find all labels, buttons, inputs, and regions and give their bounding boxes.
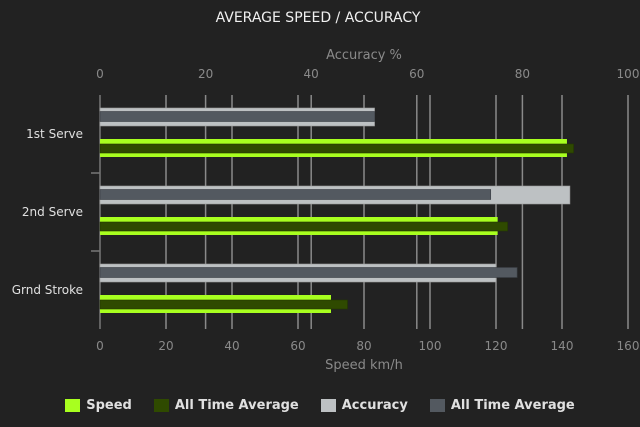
legend-label: All Time Average — [450, 398, 575, 413]
accuracy-tick-label: 40 — [304, 67, 319, 81]
speed-tick-label: 20 — [158, 339, 173, 353]
speed-tick-label: 160 — [617, 339, 640, 353]
speed-average-bar — [99, 299, 348, 310]
legend-swatch — [65, 399, 81, 412]
accuracy-tick-label: 80 — [515, 67, 530, 81]
legend: Speed All Time Average Accuracy All Time Av… — [0, 398, 640, 413]
speed-tick-label: 120 — [485, 339, 508, 353]
legend-item[interactable]: Accuracy — [320, 398, 408, 413]
legend-item[interactable]: All Time Average — [153, 398, 299, 413]
accuracy-tick-label: 20 — [198, 67, 213, 81]
accuracy-tick-label: 100 — [617, 67, 640, 81]
legend-swatch — [153, 399, 169, 412]
category-label: Grnd Stroke — [12, 283, 83, 297]
accuracy-tick-label: 0 — [96, 67, 104, 81]
speed-average-bar — [99, 221, 508, 232]
legend-item[interactable]: Speed — [65, 398, 132, 413]
legend-label: Speed — [86, 398, 132, 413]
accuracy-average-bar — [99, 267, 518, 278]
category-label: 2nd Serve — [22, 205, 83, 219]
accuracy-average-bar — [99, 111, 375, 122]
category-label: 1st Serve — [26, 127, 83, 141]
speed-tick-label: 0 — [96, 339, 104, 353]
speed-tick-label: 60 — [290, 339, 305, 353]
speed-tick-label: 100 — [419, 339, 442, 353]
accuracy-tick-label: 60 — [409, 67, 424, 81]
speed-tick-label: 140 — [551, 339, 574, 353]
speed-average-bar — [99, 143, 574, 154]
speed-tick-label: 80 — [356, 339, 371, 353]
legend-item[interactable]: All Time Average — [429, 398, 575, 413]
accuracy-average-bar — [99, 189, 492, 200]
chart-title: AVERAGE SPEED / ACCURACY — [216, 10, 421, 26]
legend-label: Accuracy — [341, 398, 408, 413]
speed-tick-label: 40 — [224, 339, 239, 353]
legend-label: All Time Average — [174, 398, 299, 413]
chart: AVERAGE SPEED / ACCURACY Accuracy % Spee… — [12, 10, 640, 373]
legend-swatch — [320, 399, 336, 412]
top-axis-label: Accuracy % — [326, 48, 402, 63]
bottom-axis-label: Speed km/h — [325, 358, 403, 373]
legend-swatch — [429, 399, 445, 412]
